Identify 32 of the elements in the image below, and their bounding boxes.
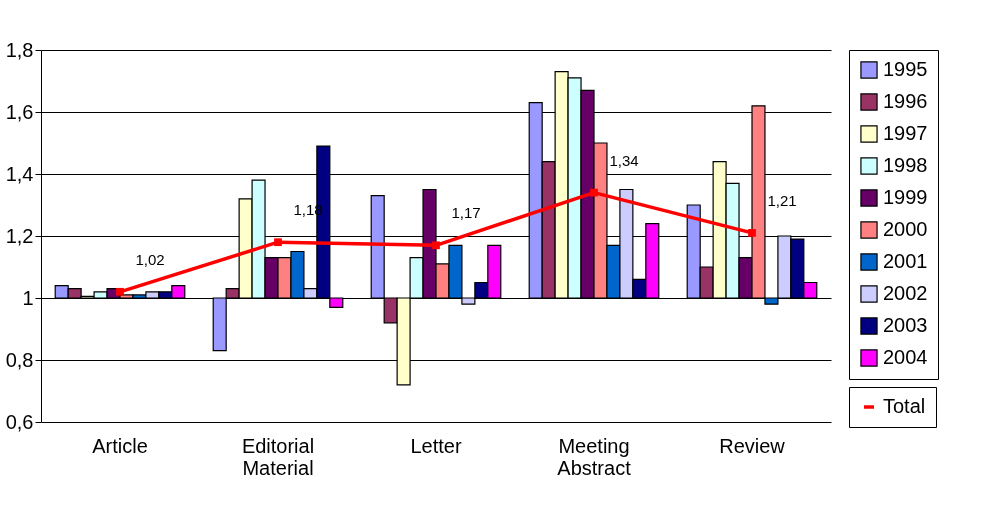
legend-label: 2000: [883, 218, 928, 240]
x-tick-label: Meeting Abstract: [557, 434, 632, 479]
point: [274, 238, 282, 247]
y-tick-label: 1,2: [5, 224, 34, 247]
data-label: 1,17: [451, 204, 481, 222]
legend-label: Total: [883, 395, 926, 417]
legend-label: 1999: [883, 186, 928, 208]
y-tick-label: 1: [22, 286, 34, 309]
legend-label: 1995: [883, 58, 928, 80]
legend-label: 1996: [883, 90, 928, 112]
legend-label: 1997: [883, 122, 928, 144]
x-tick-label: Review: [719, 434, 786, 457]
y-tick-label: 1,6: [5, 100, 34, 123]
point: [748, 229, 756, 237]
legend-label: 1998: [883, 154, 928, 176]
legend-label: 2004: [883, 346, 928, 368]
y-tick-label: 1,8: [5, 38, 34, 61]
point: [116, 287, 124, 296]
point: [432, 241, 440, 250]
y-tick-label: 0,6: [5, 410, 34, 433]
legend-label: 2003: [883, 314, 928, 336]
legend-label: 2001: [883, 250, 928, 272]
data-label: 1,02: [135, 250, 165, 268]
point: [590, 188, 598, 197]
y-tick-label: 0,8: [5, 348, 34, 371]
legend-label: 2002: [883, 282, 928, 304]
data-label: 1,34: [609, 151, 639, 169]
x-tick-label: Letter: [410, 434, 462, 457]
y-tick-label: 1,4: [5, 162, 34, 185]
x-tick-label: Article: [92, 434, 148, 457]
data-label: 1,21: [767, 191, 797, 209]
x-tick-label: Editorial Material: [241, 434, 315, 479]
